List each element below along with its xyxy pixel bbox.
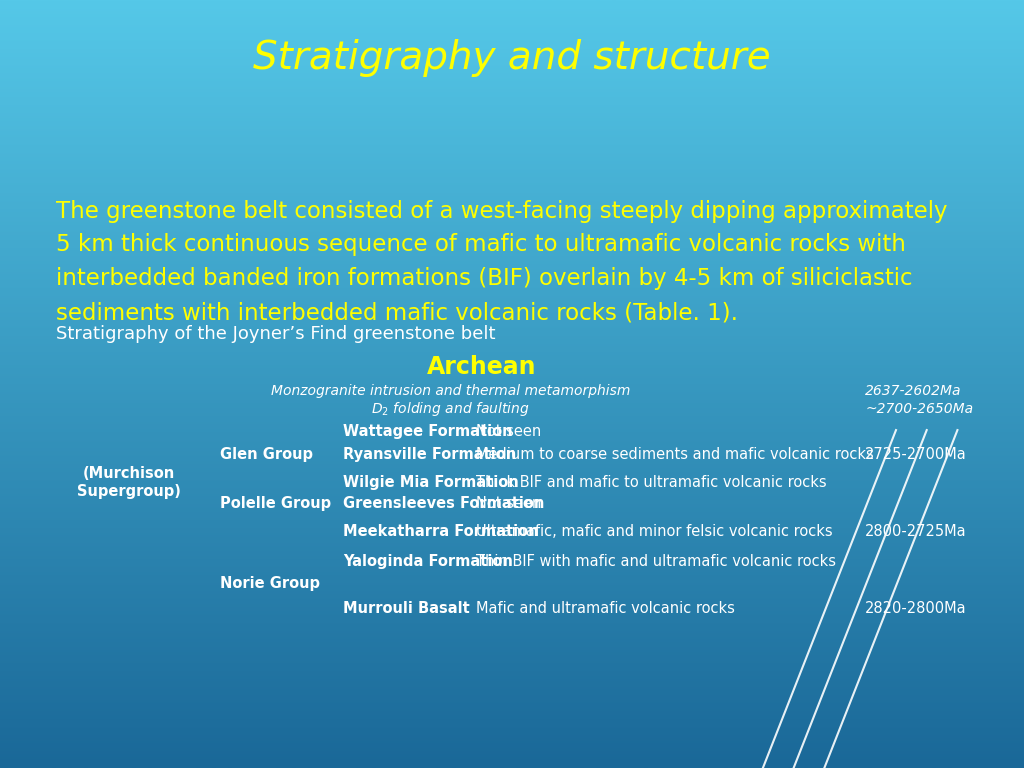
Text: Stratigraphy and structure: Stratigraphy and structure <box>253 38 771 77</box>
Text: 2725-2700Ma: 2725-2700Ma <box>865 447 967 462</box>
Text: Yaloginda Formation: Yaloginda Formation <box>343 554 513 569</box>
Text: Polelle Group: Polelle Group <box>220 496 332 511</box>
Text: Glen Group: Glen Group <box>220 447 313 462</box>
Text: Archean: Archean <box>427 355 536 379</box>
Text: Stratigraphy of the Joyner’s Find greenstone belt: Stratigraphy of the Joyner’s Find greens… <box>56 325 496 343</box>
Text: Monzogranite intrusion and thermal metamorphism: Monzogranite intrusion and thermal metam… <box>271 384 630 398</box>
Text: (Murchison
Supergroup): (Murchison Supergroup) <box>77 465 180 499</box>
Text: Wilgie Mia Formation: Wilgie Mia Formation <box>343 475 519 490</box>
Text: Not seen: Not seen <box>476 424 542 439</box>
Text: Mafic and ultramafic volcanic rocks: Mafic and ultramafic volcanic rocks <box>476 601 735 616</box>
Text: 2800-2725Ma: 2800-2725Ma <box>865 524 967 539</box>
Text: Thin BIF with mafic and ultramafic volcanic rocks: Thin BIF with mafic and ultramafic volca… <box>476 554 837 569</box>
Text: 2637-2602Ma: 2637-2602Ma <box>865 384 962 398</box>
Text: Wattagee Formation: Wattagee Formation <box>343 424 513 439</box>
Text: Not seen: Not seen <box>476 496 542 511</box>
Text: D$_2$ folding and faulting: D$_2$ folding and faulting <box>372 400 529 419</box>
Text: Murrouli Basalt: Murrouli Basalt <box>343 601 470 616</box>
Text: Ultramafic, mafic and minor felsic volcanic rocks: Ultramafic, mafic and minor felsic volca… <box>476 524 833 539</box>
Text: Greensleeves Formation: Greensleeves Formation <box>343 496 545 511</box>
Text: ~2700-2650Ma: ~2700-2650Ma <box>865 402 974 416</box>
Text: Medium to coarse sediments and mafic volcanic rocks: Medium to coarse sediments and mafic vol… <box>476 447 873 462</box>
Text: 2820-2800Ma: 2820-2800Ma <box>865 601 967 616</box>
Text: Meekatharra Formation: Meekatharra Formation <box>343 524 539 539</box>
Text: Ryansville Formation: Ryansville Formation <box>343 447 516 462</box>
Text: Thick BIF and mafic to ultramafic volcanic rocks: Thick BIF and mafic to ultramafic volcan… <box>476 475 826 490</box>
Text: The greenstone belt consisted of a west-facing steeply dipping approximately
5 k: The greenstone belt consisted of a west-… <box>56 200 948 324</box>
Text: Norie Group: Norie Group <box>220 576 321 591</box>
